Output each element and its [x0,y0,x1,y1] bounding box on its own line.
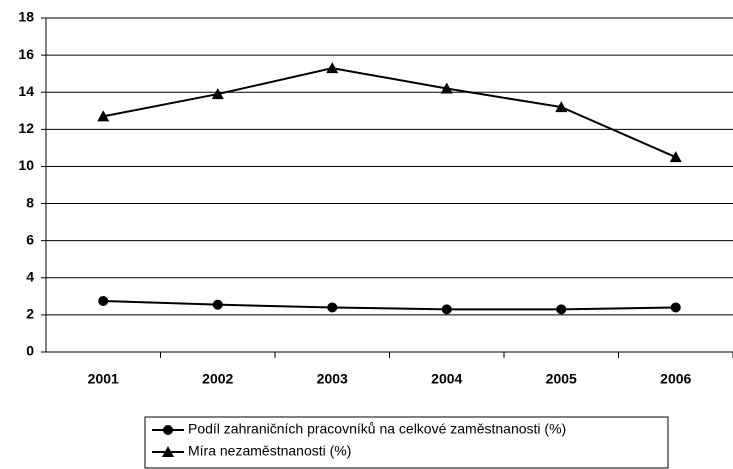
x-tick-label: 2006 [660,371,691,387]
marker [670,302,681,313]
legend-box [144,416,669,469]
x-tick-label: 2002 [202,371,233,387]
x-tick-label: 2005 [546,371,577,387]
y-tick-label: 2 [26,306,34,322]
legend-marker [163,425,173,435]
legend-label: Podíl zahraničních pracovníků na celkové… [188,421,566,437]
marker [97,110,110,122]
marker [326,62,339,74]
y-tick-label: 0 [26,343,34,359]
marker [440,82,453,94]
y-tick-label: 14 [18,83,34,99]
marker [555,101,568,113]
legend-label: Míra nezaměstnanosti (%) [188,443,351,459]
y-tick-label: 10 [18,157,34,173]
x-tick-label: 2004 [431,371,462,387]
y-tick-label: 4 [26,268,34,284]
legend-marker [162,446,174,457]
marker [98,295,109,306]
y-tick-label: 18 [18,9,34,25]
y-tick-label: 16 [18,46,34,62]
x-tick-label: 2003 [317,371,348,387]
marker [327,302,338,313]
series-line [103,299,676,311]
marker [556,304,567,315]
marker [212,299,223,310]
marker [669,151,682,163]
y-tick-label: 6 [26,231,34,247]
series-line [103,67,677,159]
y-tick-label: 12 [18,120,34,136]
y-tick-label: 8 [26,194,34,210]
marker [211,88,224,100]
marker [441,304,452,315]
x-tick-label: 2001 [88,371,119,387]
